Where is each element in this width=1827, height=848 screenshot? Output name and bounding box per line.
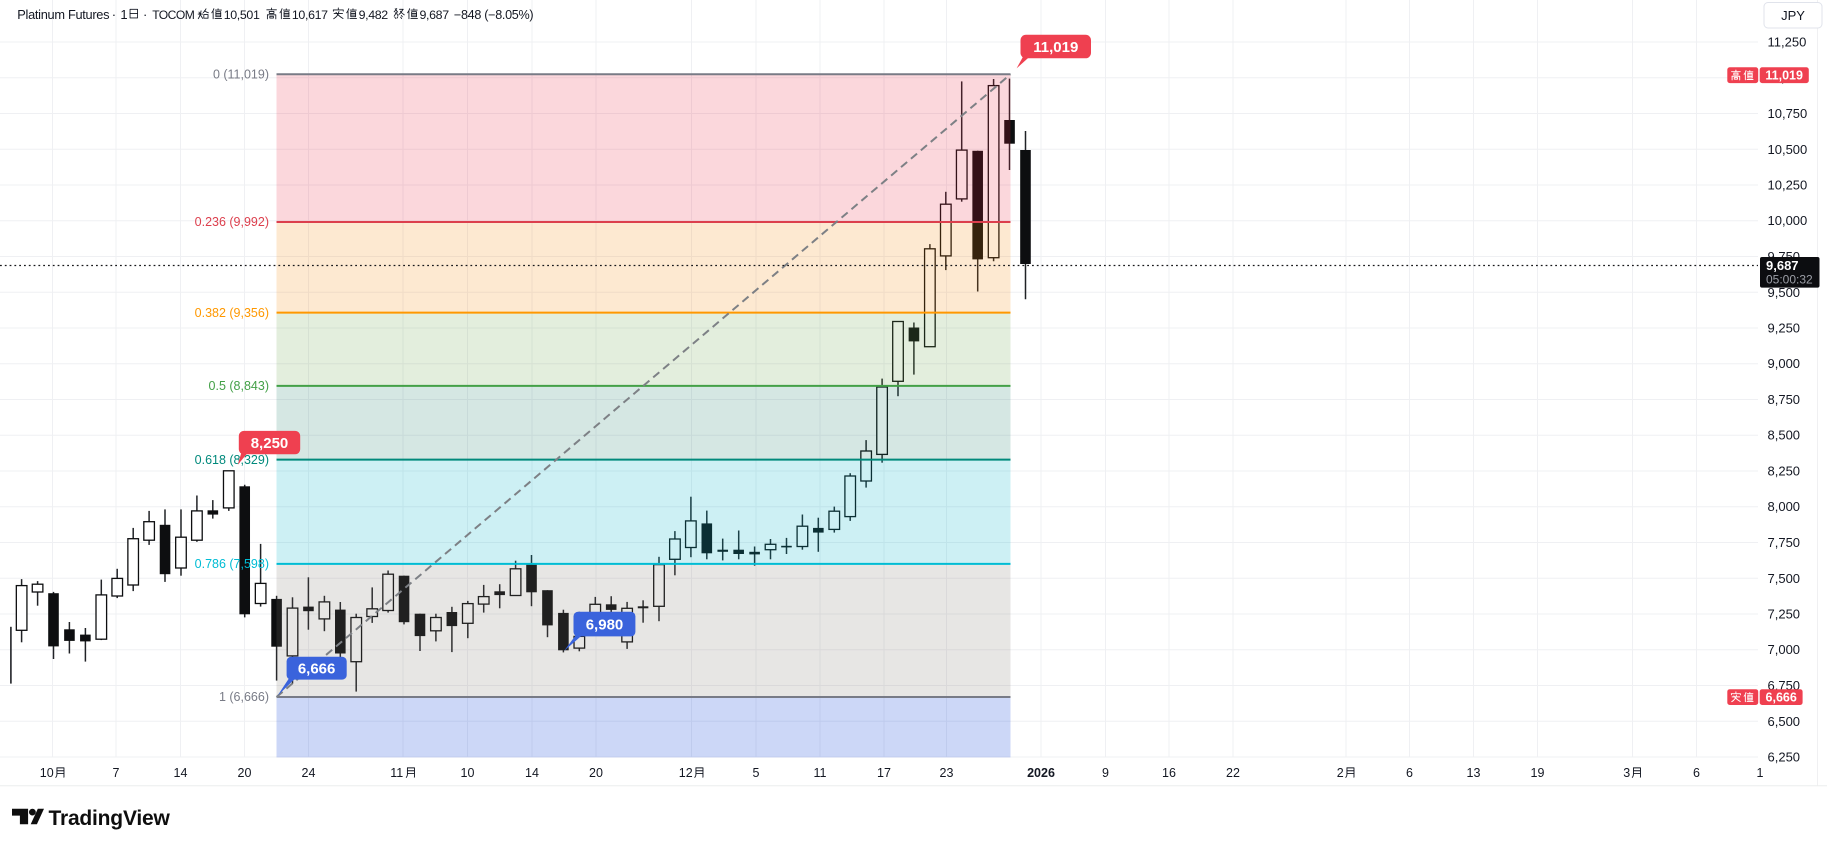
svg-text:10,617: 10,617 (292, 8, 328, 22)
svg-text:TOCOM: TOCOM (152, 8, 195, 22)
svg-text:11: 11 (390, 766, 403, 780)
svg-text:0 (11,019): 0 (11,019) (213, 68, 269, 82)
svg-text:23: 23 (940, 766, 954, 780)
svg-text:20: 20 (238, 766, 252, 780)
svg-text:9,482: 9,482 (359, 8, 389, 22)
svg-text:10,750: 10,750 (1768, 106, 1808, 121)
svg-text:8,000: 8,000 (1768, 499, 1801, 514)
svg-text:8,250: 8,250 (1768, 464, 1801, 479)
svg-text:Platinum Futures: Platinum Futures (17, 7, 109, 22)
svg-text:1 (6,666): 1 (6,666) (219, 690, 269, 704)
svg-text:9,250: 9,250 (1768, 321, 1801, 336)
svg-text:14: 14 (525, 766, 539, 780)
svg-text:3: 3 (1623, 766, 1630, 780)
svg-text:2026: 2026 (1027, 766, 1055, 780)
svg-text:0.382 (9,356): 0.382 (9,356) (195, 306, 269, 320)
svg-text:0.618 (8,329): 0.618 (8,329) (195, 453, 269, 467)
svg-text:7,750: 7,750 (1768, 535, 1801, 550)
svg-text:TradingView: TradingView (49, 807, 171, 830)
svg-text:17: 17 (877, 766, 891, 780)
svg-text:10,501: 10,501 (224, 8, 260, 22)
svg-text:7,000: 7,000 (1768, 642, 1801, 657)
svg-text:13: 13 (1467, 766, 1481, 780)
svg-text:6,500: 6,500 (1768, 714, 1801, 729)
svg-text:16: 16 (1162, 766, 1176, 780)
svg-text:2: 2 (1337, 766, 1344, 780)
svg-text:8,750: 8,750 (1768, 392, 1801, 407)
svg-text:10,500: 10,500 (1768, 142, 1808, 157)
svg-text:14: 14 (174, 766, 188, 780)
svg-text:10: 10 (40, 766, 54, 780)
svg-text:6,980: 6,980 (586, 617, 624, 634)
svg-text:7,500: 7,500 (1768, 571, 1801, 586)
svg-text:1: 1 (1757, 766, 1764, 780)
svg-text:10,000: 10,000 (1768, 213, 1808, 228)
svg-text:12: 12 (679, 766, 693, 780)
svg-text:11,250: 11,250 (1768, 35, 1807, 50)
svg-text:6: 6 (1406, 766, 1413, 780)
svg-text:6,666: 6,666 (1766, 691, 1797, 705)
svg-text:8,250: 8,250 (251, 435, 289, 452)
svg-text:10,250: 10,250 (1768, 178, 1808, 193)
svg-text:9,687: 9,687 (1766, 258, 1799, 273)
svg-text:1: 1 (120, 7, 127, 22)
svg-text:·: · (112, 7, 116, 22)
svg-text:05:00:32: 05:00:32 (1766, 273, 1813, 287)
svg-text:22: 22 (1226, 766, 1240, 780)
svg-text:·: · (143, 7, 147, 22)
svg-text:11,019: 11,019 (1033, 39, 1078, 56)
svg-text:JPY: JPY (1781, 8, 1805, 23)
svg-text:6: 6 (1693, 766, 1700, 780)
svg-text:11: 11 (814, 766, 827, 780)
svg-text:0.786 (7,598): 0.786 (7,598) (195, 557, 269, 571)
svg-text:7,250: 7,250 (1768, 607, 1801, 622)
svg-text:7: 7 (113, 766, 120, 780)
svg-text:20: 20 (589, 766, 603, 780)
svg-text:9: 9 (1102, 766, 1109, 780)
svg-text:9,000: 9,000 (1768, 356, 1801, 371)
svg-text:19: 19 (1531, 766, 1545, 780)
svg-text:0.5 (8,843): 0.5 (8,843) (209, 379, 269, 393)
svg-text:6,666: 6,666 (298, 661, 336, 678)
svg-text:5: 5 (753, 766, 760, 780)
svg-text:0.236 (9,992): 0.236 (9,992) (195, 215, 269, 229)
svg-text:11,019: 11,019 (1765, 69, 1803, 83)
svg-text:9,687: 9,687 (420, 8, 450, 22)
svg-text:9,500: 9,500 (1768, 285, 1801, 300)
svg-text:24: 24 (302, 766, 316, 780)
svg-text:6,250: 6,250 (1768, 750, 1801, 765)
svg-text:10: 10 (461, 766, 475, 780)
svg-text:8,500: 8,500 (1768, 428, 1801, 443)
svg-text:−848 (−8.05%): −848 (−8.05%) (454, 8, 534, 22)
